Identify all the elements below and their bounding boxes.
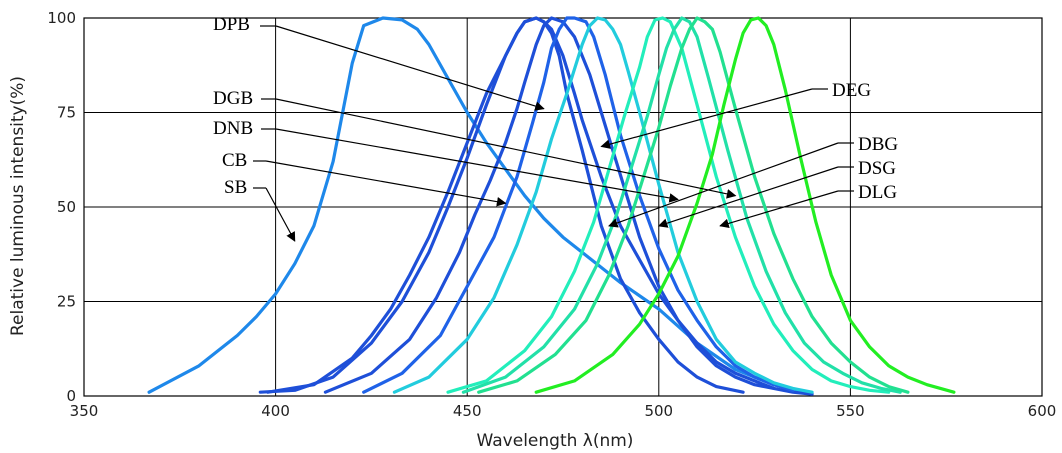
label-arrow-dsg bbox=[657, 166, 839, 228]
label-arrow-sb bbox=[265, 187, 296, 242]
y-axis-title: Relative luminous intensity(%) bbox=[8, 76, 28, 336]
label-arrow-dnb bbox=[275, 128, 679, 203]
x-tick-label-550: 550 bbox=[836, 402, 865, 420]
series-line-dgb bbox=[362, 16, 795, 394]
series-line-deg bbox=[534, 16, 956, 394]
series-label-cb: CB bbox=[222, 150, 247, 171]
x-tick-label-400: 400 bbox=[261, 402, 290, 420]
x-tick-label-350: 350 bbox=[70, 402, 99, 420]
tick-layer: 350 400 450 500 550 600 0 25 50 75 100 bbox=[47, 9, 1056, 420]
label-arrow-dgb bbox=[275, 98, 737, 199]
series-label-dnb: DNB bbox=[213, 118, 253, 139]
series-label-dsg: DSG bbox=[858, 158, 896, 179]
series-label-dpb: DPB bbox=[213, 14, 250, 35]
label-arrow-deg bbox=[600, 88, 813, 149]
y-tick-label-100: 100 bbox=[47, 9, 76, 27]
series-label-dlg: DLG bbox=[858, 182, 897, 203]
series-line-snb bbox=[258, 16, 745, 394]
x-axis-title: Wavelength λ(nm) bbox=[477, 431, 634, 451]
x-tick-label-450: 450 bbox=[453, 402, 482, 420]
series-line-cb bbox=[266, 16, 814, 396]
series-line-sb bbox=[147, 16, 810, 394]
y-tick-label-0: 0 bbox=[66, 387, 76, 405]
series-line-dpb bbox=[392, 16, 814, 394]
series-label-dgb: DGB bbox=[213, 88, 253, 109]
x-tick-label-500: 500 bbox=[644, 402, 673, 420]
label-layer: DPB DGB DNB CB SB DEG DBG DSG DLG bbox=[213, 14, 898, 242]
series-layer bbox=[147, 16, 956, 396]
series-label-sb: SB bbox=[224, 177, 247, 198]
x-tick-label-600: 600 bbox=[1028, 402, 1057, 420]
label-arrow-dbg bbox=[608, 142, 839, 228]
label-arrow-dlg bbox=[719, 190, 839, 229]
series-line-dbg bbox=[446, 16, 891, 394]
y-tick-label-50: 50 bbox=[57, 198, 76, 216]
y-tick-label-75: 75 bbox=[57, 104, 76, 122]
series-line-dsg bbox=[461, 16, 902, 394]
series-line-dnb bbox=[323, 16, 776, 394]
series-label-dbg: DBG bbox=[858, 134, 898, 155]
series-label-deg: DEG bbox=[832, 80, 871, 101]
label-arrow-dpb bbox=[275, 25, 545, 111]
label-arrow-cb bbox=[265, 160, 507, 207]
series-line-dlg bbox=[477, 16, 910, 394]
y-tick-label-25: 25 bbox=[57, 293, 76, 311]
grid-layer bbox=[83, 17, 1043, 397]
